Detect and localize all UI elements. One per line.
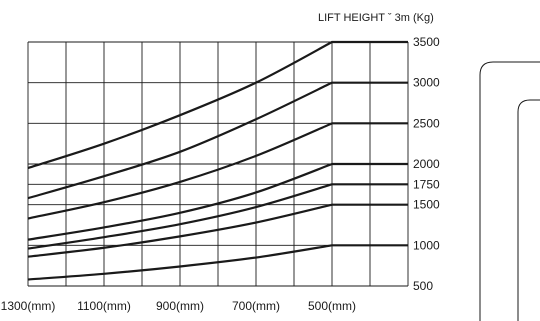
capacity-curve-4 [27,162,408,241]
chart-title: LIFT HEIGHT ˇ 3m [318,12,410,24]
capacity-curve-6 [27,203,408,258]
y-tick-label: 3000 [413,76,440,90]
x-tick-label: 1100(mm) [77,299,131,313]
capacity-curve-7 [27,244,408,281]
y-unit-label: (Kg) [413,12,434,24]
capacity-curve-3 [27,122,408,220]
x-tick-label: 700(mm) [232,299,280,313]
x-axis-ticks: 1300(mm) 1100(mm) 900(mm) 700(mm) 500(mm) [1,299,356,313]
capacity-curve-2 [27,81,408,200]
y-tick-label: 1750 [413,177,440,191]
y-tick-label: 3500 [413,35,440,49]
capacity-curve-1 [27,40,408,170]
x-tick-label: 900(mm) [156,299,204,313]
x-tick-label: 1300(mm) [1,299,56,313]
y-tick-label: 1500 [413,198,440,212]
y-tick-label: 2500 [413,116,440,130]
y-tick-label: 1000 [413,238,440,252]
series-layer [27,40,408,281]
capacity-curve-5 [27,183,408,250]
side-panel-outline [479,61,540,321]
x-tick-label: 500(mm) [308,299,356,313]
y-tick-label: 500 [413,279,433,293]
side-panel-inner-outline [517,99,540,321]
y-axis-ticks: 3500 3000 2500 2000 1750 1500 1000 500 [413,35,440,293]
y-tick-label: 2000 [413,157,440,171]
